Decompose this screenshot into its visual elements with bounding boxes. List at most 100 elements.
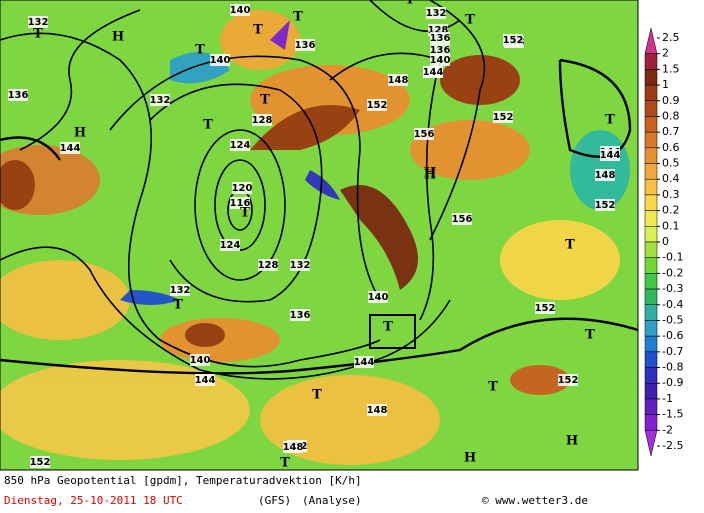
colorbar-label: -0.4 [662, 298, 683, 311]
pressure-center: T [195, 43, 205, 58]
colorbar-swatch [644, 210, 658, 227]
pressure-center: T [253, 23, 263, 38]
label-bg [230, 4, 250, 16]
contour-label: 144 [60, 143, 81, 154]
colorbar-label: 0.1 [662, 219, 680, 232]
contour-label: 140 [368, 292, 389, 303]
pressure-center: T [465, 13, 475, 28]
contour-label: 132 [170, 285, 191, 296]
contour-label: 144 [423, 67, 444, 78]
colorbar-label: 0.9 [662, 94, 680, 107]
contour-label: 120 [232, 183, 253, 194]
contour-label: 156 [452, 214, 473, 225]
colorbar-swatch [644, 100, 658, 117]
colorbar-swatch [644, 382, 658, 400]
contour-label: 148 [367, 405, 388, 416]
colorbar-label: 0.6 [662, 141, 680, 154]
colorbar-label: 1 [662, 78, 669, 91]
pressure-center: T [605, 113, 615, 128]
footer-model: (GFS) [258, 494, 291, 507]
pressure-center: T [203, 118, 213, 133]
contour-label: 132 [426, 8, 447, 19]
contour-label: 132 [150, 95, 171, 106]
contour-label: 132 [290, 260, 311, 271]
colorbar-swatch [644, 304, 658, 321]
contour-label: 152 [558, 375, 579, 386]
contour-label: 124 [230, 140, 251, 151]
pressure-center: T [240, 206, 250, 221]
colorbar-swatch [644, 335, 658, 353]
contour-label: 140 [210, 55, 231, 66]
contour-label: 128 [428, 25, 449, 36]
colorbar-swatch [644, 53, 658, 70]
colorbar-label: 0 [662, 235, 669, 248]
contour-label: 128 [252, 115, 273, 126]
contour-label: 116 [230, 198, 251, 209]
label-bg [170, 284, 190, 296]
label-bg [452, 213, 472, 225]
pressure-center: T [383, 320, 393, 335]
label-bg [430, 32, 450, 44]
colorbar-label: -0.6 [662, 329, 683, 342]
contour-label: 156 [414, 129, 435, 140]
colorbar-swatch [644, 147, 658, 164]
label-bg [503, 34, 523, 46]
colorbar-swatch [644, 194, 658, 211]
colorbar-label: 2.5 [662, 31, 680, 44]
pressure-center: T [260, 93, 270, 108]
footer-title: 850 hPa Geopotential [gpdm], Temperatura… [4, 474, 362, 487]
label-bg [414, 128, 434, 140]
colorbar-swatch [644, 351, 658, 368]
label-bg [426, 7, 446, 19]
colorbar-swatch [644, 430, 658, 457]
colorbar-swatch [644, 367, 658, 384]
footer-run: (Analyse) [302, 494, 362, 507]
colorbar-swatch [644, 241, 658, 258]
colorbar-swatch [644, 226, 658, 243]
label-bg [8, 89, 28, 101]
colorbar-label: -1.5 [662, 408, 683, 421]
pressure-center: T [585, 328, 595, 343]
label-bg [195, 374, 215, 386]
contour-label: 148 [595, 170, 616, 181]
label-bg [258, 259, 278, 271]
pressure-center: T [565, 238, 575, 253]
colorbar-swatch [644, 27, 658, 54]
contour-label: 128 [258, 260, 279, 271]
label-bg [423, 66, 443, 78]
contour-label: 140 [190, 355, 211, 366]
colorbar-label: 0.4 [662, 172, 680, 185]
label-bg [283, 441, 303, 453]
label-bg [388, 74, 408, 86]
colorbar-label: -1 [662, 392, 673, 405]
contour-label: 152 [30, 457, 51, 468]
pressure-center: H [566, 434, 578, 449]
pressure-center: T [280, 456, 290, 471]
label-bg [367, 404, 387, 416]
pressure-center: T [488, 380, 498, 395]
label-bg [430, 44, 450, 56]
contour-label: 136 [8, 90, 29, 101]
contour-label: 136 [290, 310, 311, 321]
colorbar-swatch [644, 288, 658, 306]
colorbar-label: -0.2 [662, 266, 683, 279]
pressure-center: H [424, 168, 436, 183]
colorbar-swatch [644, 398, 658, 415]
colorbar-label: 0.5 [662, 157, 680, 170]
colorbar-label: 0.7 [662, 125, 680, 138]
colorbar-swatch [644, 116, 658, 133]
contour-label: 144 [354, 357, 375, 368]
colorbar-swatch [644, 178, 658, 196]
contour-label: 152 [493, 112, 514, 123]
contour-label: 136 [430, 33, 451, 44]
pressure-center: T [173, 298, 183, 313]
label-bg [30, 456, 50, 468]
pressure-center: T [33, 27, 43, 42]
contour-label: 132 [28, 17, 49, 28]
label-bg [367, 99, 387, 111]
pressure-center: T [293, 10, 303, 25]
contour-label: 152 [535, 303, 556, 314]
colorbar-label: -2 [662, 423, 673, 436]
